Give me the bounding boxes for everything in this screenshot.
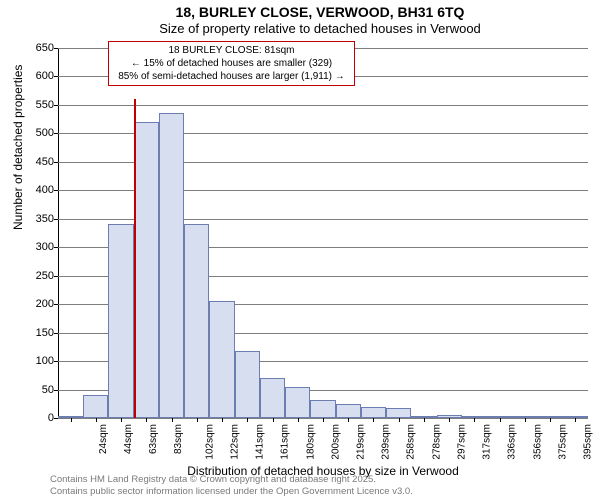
plot-area [58, 48, 588, 418]
histogram-bar [386, 408, 411, 418]
histogram-bar [159, 113, 184, 418]
x-tick-label: 297sqm [457, 424, 468, 460]
y-axis-line [58, 48, 59, 418]
x-tick-label: 239sqm [381, 424, 392, 460]
y-tick-label: 200 [24, 298, 54, 310]
x-tick-mark [247, 418, 248, 422]
y-tick-label: 350 [24, 213, 54, 225]
x-tick-label: 375sqm [557, 424, 568, 460]
x-tick-mark [323, 418, 324, 422]
x-tick-mark [96, 418, 97, 422]
y-tick-mark [54, 361, 58, 362]
y-tick-label: 450 [24, 156, 54, 168]
chart-title: 18, BURLEY CLOSE, VERWOOD, BH31 6TQ [50, 4, 590, 21]
x-tick-label: 278sqm [431, 424, 442, 460]
x-tick-label: 102sqm [204, 424, 215, 460]
annotation-line2: ← 15% of detached houses are smaller (32… [115, 57, 348, 70]
y-tick-mark [54, 48, 58, 49]
x-tick-label: 317sqm [482, 424, 493, 460]
x-tick-label: 258sqm [406, 424, 417, 460]
x-tick-label: 24sqm [98, 424, 109, 454]
y-tick-label: 400 [24, 184, 54, 196]
x-tick-mark [348, 418, 349, 422]
histogram-bar [184, 224, 209, 418]
y-tick-mark [54, 390, 58, 391]
y-axis-label: Number of detached properties [11, 65, 25, 230]
y-tick-label: 50 [24, 384, 54, 396]
x-tick-mark [399, 418, 400, 422]
footer: Contains HM Land Registry data © Crown c… [50, 474, 413, 497]
y-tick-label: 650 [24, 42, 54, 54]
annotation-box: 18 BURLEY CLOSE: 81sqm ← 15% of detached… [108, 41, 355, 86]
x-tick-label: 200sqm [330, 424, 341, 460]
x-tick-label: 141sqm [255, 424, 266, 460]
x-tick-label: 395sqm [583, 424, 594, 460]
y-tick-label: 550 [24, 99, 54, 111]
y-tick-label: 500 [24, 127, 54, 139]
x-tick-mark [575, 418, 576, 422]
footer-line2: Contains public sector information licen… [50, 486, 413, 497]
y-tick-mark [54, 219, 58, 220]
histogram-bar [209, 301, 234, 418]
y-tick-label: 150 [24, 327, 54, 339]
x-tick-mark [273, 418, 274, 422]
grid-line [58, 105, 588, 106]
y-tick-mark [54, 162, 58, 163]
title-block: 18, BURLEY CLOSE, VERWOOD, BH31 6TQ Size… [50, 4, 590, 36]
histogram-bar [361, 407, 386, 418]
y-tick-mark [54, 276, 58, 277]
histogram-bar [108, 224, 133, 418]
x-tick-mark [550, 418, 551, 422]
y-tick-label: 600 [24, 70, 54, 82]
footer-line1: Contains HM Land Registry data © Crown c… [50, 474, 413, 485]
x-tick-mark [222, 418, 223, 422]
x-tick-mark [424, 418, 425, 422]
x-tick-label: 44sqm [123, 424, 134, 454]
histogram-bar [336, 404, 361, 418]
x-tick-mark [373, 418, 374, 422]
histogram-bar [134, 122, 159, 418]
x-tick-mark [172, 418, 173, 422]
histogram-bar [235, 351, 260, 418]
x-tick-mark [146, 418, 147, 422]
x-tick-mark [500, 418, 501, 422]
x-tick-label: 122sqm [229, 424, 240, 460]
x-tick-mark [197, 418, 198, 422]
y-tick-mark [54, 247, 58, 248]
reference-line [134, 99, 136, 418]
chart-container: 18, BURLEY CLOSE, VERWOOD, BH31 6TQ Size… [0, 0, 600, 500]
chart-subtitle: Size of property relative to detached ho… [50, 21, 590, 37]
x-tick-label: 83sqm [173, 424, 184, 454]
histogram-bar [285, 387, 310, 418]
y-tick-mark [54, 76, 58, 77]
y-tick-mark [54, 190, 58, 191]
y-tick-label: 250 [24, 270, 54, 282]
x-tick-label: 63sqm [148, 424, 159, 454]
y-tick-mark [54, 333, 58, 334]
x-tick-mark [525, 418, 526, 422]
histogram-bar [83, 395, 108, 418]
x-tick-mark [449, 418, 450, 422]
annotation-line3: 85% of semi-detached houses are larger (… [115, 70, 348, 83]
x-tick-label: 356sqm [532, 424, 543, 460]
x-tick-label: 161sqm [280, 424, 291, 460]
y-tick-label: 100 [24, 355, 54, 367]
x-tick-label: 336sqm [507, 424, 518, 460]
x-tick-mark [474, 418, 475, 422]
y-tick-mark [54, 304, 58, 305]
x-tick-mark [121, 418, 122, 422]
histogram-bar [260, 378, 285, 418]
y-tick-mark [54, 418, 58, 419]
y-tick-label: 0 [24, 412, 54, 424]
x-tick-label: 219sqm [356, 424, 367, 460]
annotation-line1: 18 BURLEY CLOSE: 81sqm [115, 44, 348, 57]
y-tick-label: 300 [24, 241, 54, 253]
x-tick-mark [298, 418, 299, 422]
x-tick-label: 180sqm [305, 424, 316, 460]
x-tick-mark [71, 418, 72, 422]
histogram-bar [310, 400, 335, 418]
y-tick-mark [54, 105, 58, 106]
y-tick-mark [54, 133, 58, 134]
